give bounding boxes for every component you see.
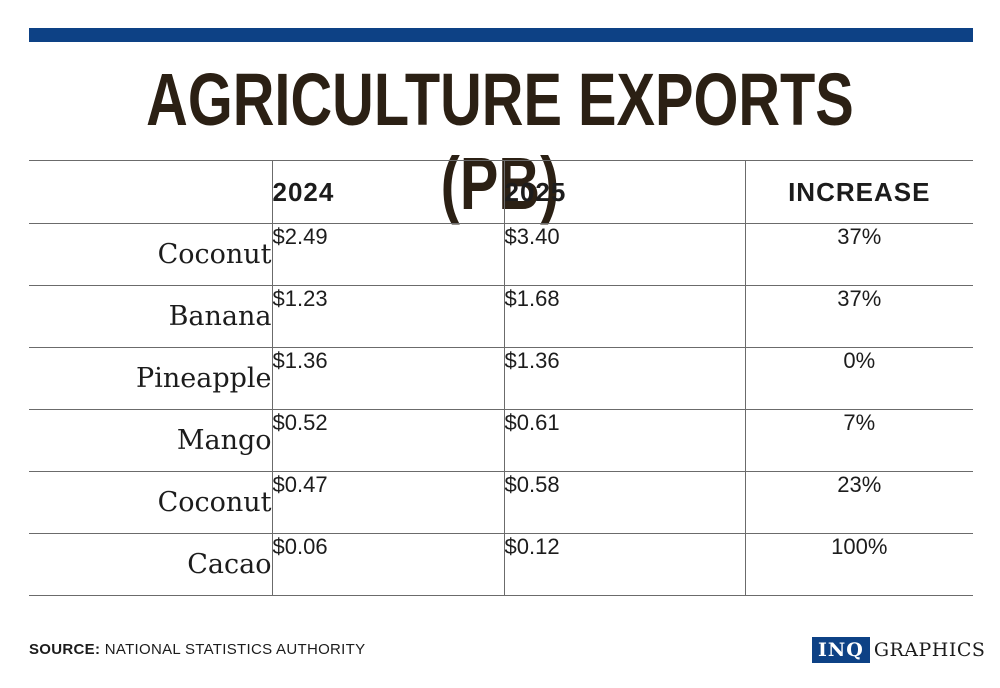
value-increase: 7% (744, 409, 973, 472)
source-note: SOURCE: NATIONAL STATISTICS AUTHORITY (29, 641, 365, 658)
table-row: Cacao $0.06 $0.12 100% (29, 533, 973, 596)
row-label: Coconut (29, 471, 273, 534)
inq-graphics-logo: INQ GRAPHICS (812, 637, 985, 663)
value-2024: $0.52 (271, 409, 505, 472)
value-increase: 100% (744, 533, 973, 596)
row-label: Mango (29, 409, 273, 472)
table-row: Mango $0.52 $0.61 7% (29, 409, 973, 472)
top-accent-bar (29, 28, 973, 42)
header-2025: 2025 (503, 160, 746, 224)
table-row: Coconut $0.47 $0.58 23% (29, 471, 973, 534)
value-2025: $0.58 (503, 471, 746, 534)
value-2025: $0.12 (503, 533, 746, 596)
value-increase: 37% (744, 223, 973, 286)
value-2024: $2.49 (271, 223, 505, 286)
row-label: Banana (29, 285, 273, 348)
row-label: Coconut (29, 223, 273, 286)
value-2025: $3.40 (503, 223, 746, 286)
value-increase: 23% (744, 471, 973, 534)
source-label: SOURCE: (29, 641, 101, 658)
table-row: Banana $1.23 $1.68 37% (29, 285, 973, 348)
value-increase: 0% (744, 347, 973, 410)
table-header-row: 2024 2025 INCREASE (29, 160, 973, 224)
value-increase: 37% (744, 285, 973, 348)
table-row: Pineapple $1.36 $1.36 0% (29, 347, 973, 410)
value-2024: $0.06 (271, 533, 505, 596)
brand-mark: INQ (812, 637, 870, 663)
value-2024: $0.47 (271, 471, 505, 534)
header-increase: INCREASE (744, 160, 973, 224)
header-2024: 2024 (271, 160, 505, 224)
header-blank (29, 160, 273, 224)
value-2025: $0.61 (503, 409, 746, 472)
row-label: Cacao (29, 533, 273, 596)
value-2024: $1.36 (271, 347, 505, 410)
row-label: Pineapple (29, 347, 273, 410)
value-2025: $1.68 (503, 285, 746, 348)
exports-table: 2024 2025 INCREASE Coconut $2.49 $3.40 37% B… (29, 160, 973, 596)
value-2024: $1.23 (271, 285, 505, 348)
brand-text: GRAPHICS (873, 639, 986, 661)
table-row: Coconut $2.49 $3.40 37% (29, 223, 973, 286)
value-2025: $1.36 (503, 347, 746, 410)
source-text: NATIONAL STATISTICS AUTHORITY (104, 641, 366, 658)
